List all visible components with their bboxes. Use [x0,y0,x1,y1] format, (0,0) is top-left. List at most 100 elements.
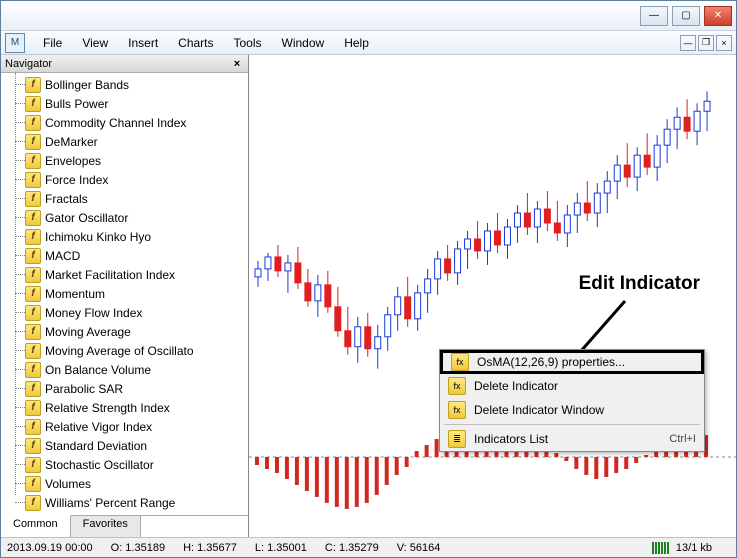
indicator-icon: f [25,115,41,131]
menu-help[interactable]: Help [334,34,379,52]
menu-separator [444,424,700,425]
menu-window[interactable]: Window [272,34,335,52]
status-traffic: 13/1 kb [676,542,712,554]
context-menu-item[interactable]: fx Delete Indicator [440,374,704,398]
indicator-item[interactable]: fStochastic Oscillator [25,455,248,474]
indicator-item[interactable]: fMACD [25,246,248,265]
indicator-icon: f [25,191,41,207]
indicator-label: Moving Average of Oscillato [45,342,194,360]
window-close-button[interactable]: ✕ [704,6,732,26]
navigator-header: Navigator × [1,55,248,73]
indicator-item[interactable]: fMoving Average of Oscillato [25,341,248,360]
indicator-item[interactable]: fParabolic SAR [25,379,248,398]
indicator-item[interactable]: fDeMarker [25,132,248,151]
indicator-icon: f [25,210,41,226]
context-menu-item[interactable]: ≣Indicators ListCtrl+I [440,427,704,451]
navigator-close-button[interactable]: × [230,57,244,71]
context-menu-label: Delete Indicator [474,379,558,393]
main-window: — ▢ ✕ M FileViewInsertChartsToolsWindowH… [0,0,737,558]
price-chart [249,55,736,395]
indicator-icon: f [25,457,41,473]
menu-tools[interactable]: Tools [224,34,272,52]
menu-insert[interactable]: Insert [118,34,168,52]
indicator-label: On Balance Volume [45,361,151,379]
indicator-label: Bulls Power [45,95,108,113]
indicator-item[interactable]: fVolumes [25,474,248,493]
indicator-item[interactable]: fWilliams' Percent Range [25,493,248,512]
indicator-item[interactable]: fStandard Deviation [25,436,248,455]
mdi-window-controls: — ❐ × [678,35,732,51]
indicator-label: Gator Oscillator [45,209,128,227]
indicator-icon: f [25,286,41,302]
fx-icon: fx [448,401,466,419]
indicator-item[interactable]: fCommodity Channel Index [25,113,248,132]
context-menu-label: OsMA(12,26,9) properties... [477,355,625,369]
indicator-label: Commodity Channel Index [45,114,186,132]
mdi-close-button[interactable]: × [716,35,732,51]
indicator-label: Parabolic SAR [45,380,123,398]
indicator-item[interactable]: fMoving Average [25,322,248,341]
indicator-item[interactable]: fIchimoku Kinko Hyo [25,227,248,246]
indicator-label: Williams' Percent Range [45,494,175,512]
indicator-label: DeMarker [45,133,98,151]
menu-view[interactable]: View [72,34,118,52]
indicator-label: Market Facilitation Index [45,266,175,284]
indicator-icon: f [25,343,41,359]
indicator-item[interactable]: fMoney Flow Index [25,303,248,322]
indicator-label: MACD [45,247,80,265]
fx-icon: fx [448,377,466,395]
menu-file[interactable]: File [33,34,72,52]
app-icon: M [5,33,25,53]
indicator-item[interactable]: fFractals [25,189,248,208]
titlebar: — ▢ ✕ [1,1,736,31]
context-menu-label: Delete Indicator Window [474,403,604,417]
connection-bars-icon [652,542,670,554]
indicator-icon: f [25,229,41,245]
status-close: C: 1.35279 [325,542,379,554]
indicator-icon: f [25,419,41,435]
indicator-item[interactable]: fBollinger Bands [25,75,248,94]
context-menu-label: Indicators List [474,432,548,446]
indicator-icon: f [25,172,41,188]
indicator-icon: f [25,324,41,340]
indicator-item[interactable]: fMarket Facilitation Index [25,265,248,284]
context-menu-item[interactable]: fx Delete Indicator Window [440,398,704,422]
indicator-label: Fractals [45,190,88,208]
indicator-label: Moving Average [45,323,131,341]
window-maximize-button[interactable]: ▢ [672,6,700,26]
annotation-arrow [575,297,635,357]
chart-area[interactable]: Edit Indicator fxOsMA(12,26,9) propertie… [249,55,736,537]
indicator-label: Force Index [45,171,108,189]
indicator-label: Stochastic Oscillator [45,456,154,474]
status-open: O: 1.35189 [111,542,165,554]
indicator-label: Standard Deviation [45,437,147,455]
indicator-item[interactable]: fGator Oscillator [25,208,248,227]
indicator-item[interactable]: fOn Balance Volume [25,360,248,379]
menubar: M FileViewInsertChartsToolsWindowHelp — … [1,31,736,55]
navigator-tree: fBollinger BandsfBulls PowerfCommodity C… [1,73,248,515]
tab-favorites[interactable]: Favorites [71,516,141,537]
indicator-item[interactable]: fRelative Vigor Index [25,417,248,436]
menu-charts[interactable]: Charts [168,34,223,52]
context-menu-item[interactable]: fx OsMA(12,26,9) properties... [440,350,704,374]
indicator-item[interactable]: fForce Index [25,170,248,189]
indicator-label: Bollinger Bands [45,76,129,94]
indicator-label: Money Flow Index [45,304,142,322]
status-low: L: 1.35001 [255,542,307,554]
window-minimize-button[interactable]: — [640,6,668,26]
indicator-item[interactable]: fBulls Power [25,94,248,113]
navigator-tabs: Common Favorites [1,515,248,537]
indicator-label: Relative Strength Index [45,399,170,417]
indicator-icon: f [25,400,41,416]
tab-common[interactable]: Common [1,515,71,537]
indicator-item[interactable]: fMomentum [25,284,248,303]
mdi-restore-button[interactable]: ❐ [698,35,714,51]
indicator-icon: f [25,495,41,511]
indicator-item[interactable]: fEnvelopes [25,151,248,170]
indicator-item[interactable]: fRelative Strength Index [25,398,248,417]
indicator-icon: f [25,96,41,112]
fx-icon: fx [451,353,469,371]
mdi-minimize-button[interactable]: — [680,35,696,51]
indicator-icon: f [25,267,41,283]
indicator-icon: f [25,77,41,93]
